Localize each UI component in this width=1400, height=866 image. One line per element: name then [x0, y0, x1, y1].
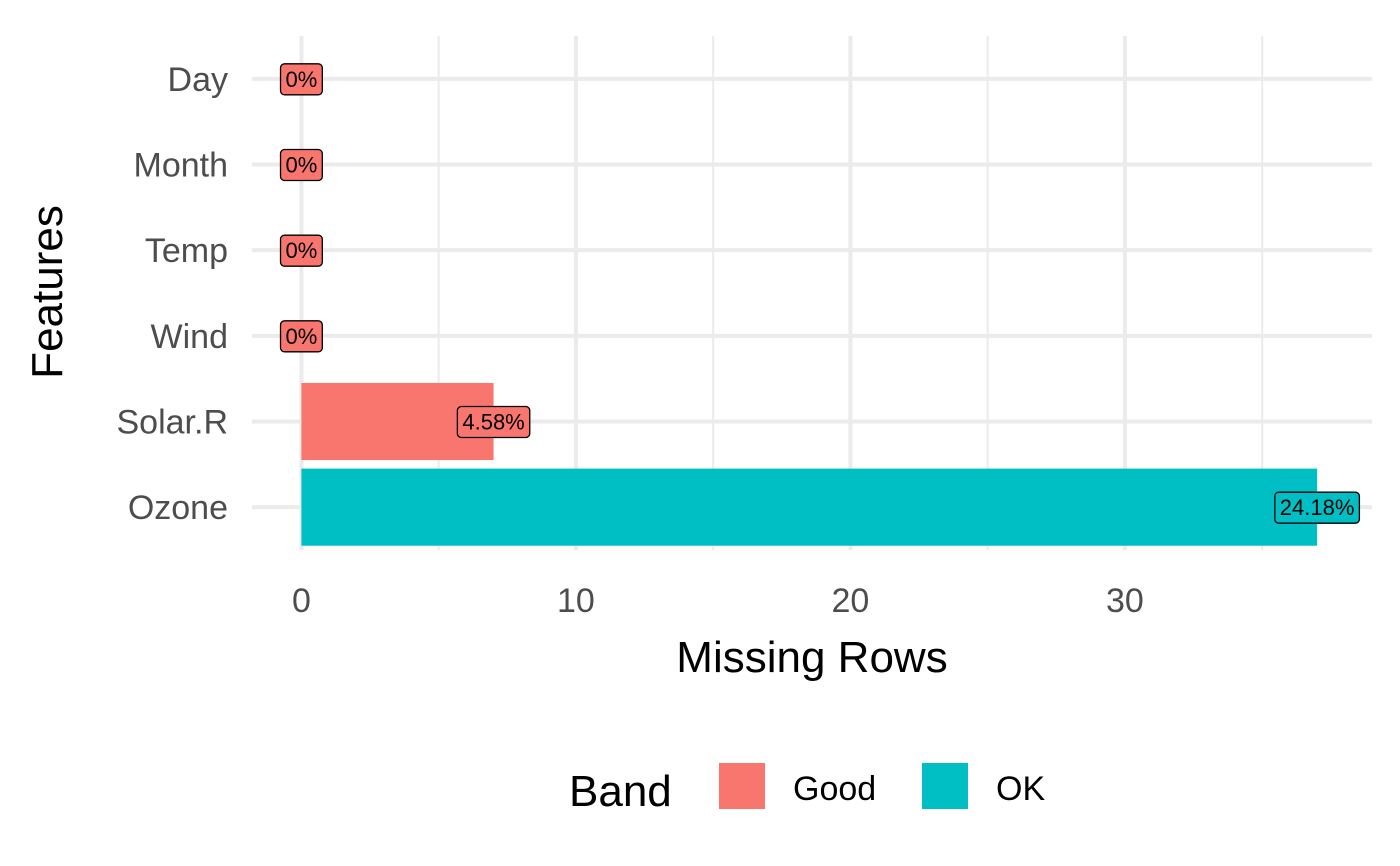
data-label: 0% — [279, 320, 323, 353]
x-tick-label: 10 — [557, 582, 595, 620]
grid — [252, 36, 1372, 550]
x-tick-label: 30 — [1106, 582, 1144, 620]
data-label-box — [279, 320, 323, 353]
data-label-text: 0% — [286, 238, 318, 263]
x-tick-labels: 0 10 20 30 — [292, 582, 1144, 620]
y-tick-label: Month — [134, 147, 229, 185]
y-tick-label: Wind — [151, 318, 228, 356]
data-label-box — [279, 148, 323, 182]
data-label-box — [279, 234, 323, 267]
data-label-text: 0% — [286, 67, 318, 92]
data-label-box — [279, 63, 323, 96]
y-tick-label: Temp — [145, 232, 228, 270]
data-labels: 24.18% 4.58% 0% 0% 0% 0% — [279, 63, 1361, 524]
legend-label-good: Good — [793, 770, 876, 808]
legend-swatch-good — [719, 763, 765, 809]
data-label: 24.18% — [1274, 491, 1361, 524]
legend: Band Good OK — [569, 763, 1045, 816]
data-label-text: 0% — [286, 153, 318, 178]
data-label-text: 4.58% — [462, 410, 524, 435]
y-tick-label: Day — [168, 61, 228, 99]
y-axis-title: Features — [23, 205, 72, 379]
data-label-text: 24.18% — [1280, 495, 1355, 520]
y-tick-label: Solar.R — [117, 404, 229, 442]
legend-label-ok: OK — [996, 770, 1045, 808]
data-label: 0% — [279, 63, 323, 96]
y-tick-labels: Ozone Solar.R Wind Temp Month Day — [117, 61, 229, 527]
x-axis-title: Missing Rows — [676, 633, 947, 682]
x-tick-label: 20 — [832, 582, 870, 620]
bar-ozone — [301, 468, 1318, 546]
legend-title: Band — [569, 767, 672, 816]
x-tick-label: 0 — [292, 582, 311, 620]
data-label: 0% — [279, 148, 323, 182]
legend-swatch-ok — [922, 763, 968, 809]
data-label-box — [456, 405, 531, 439]
y-tick-label: Ozone — [128, 489, 228, 527]
data-label: 0% — [279, 234, 323, 267]
bars — [301, 382, 1318, 546]
data-label-box — [1274, 491, 1361, 524]
data-label-text: 0% — [286, 324, 318, 349]
data-label: 4.58% — [456, 405, 531, 439]
